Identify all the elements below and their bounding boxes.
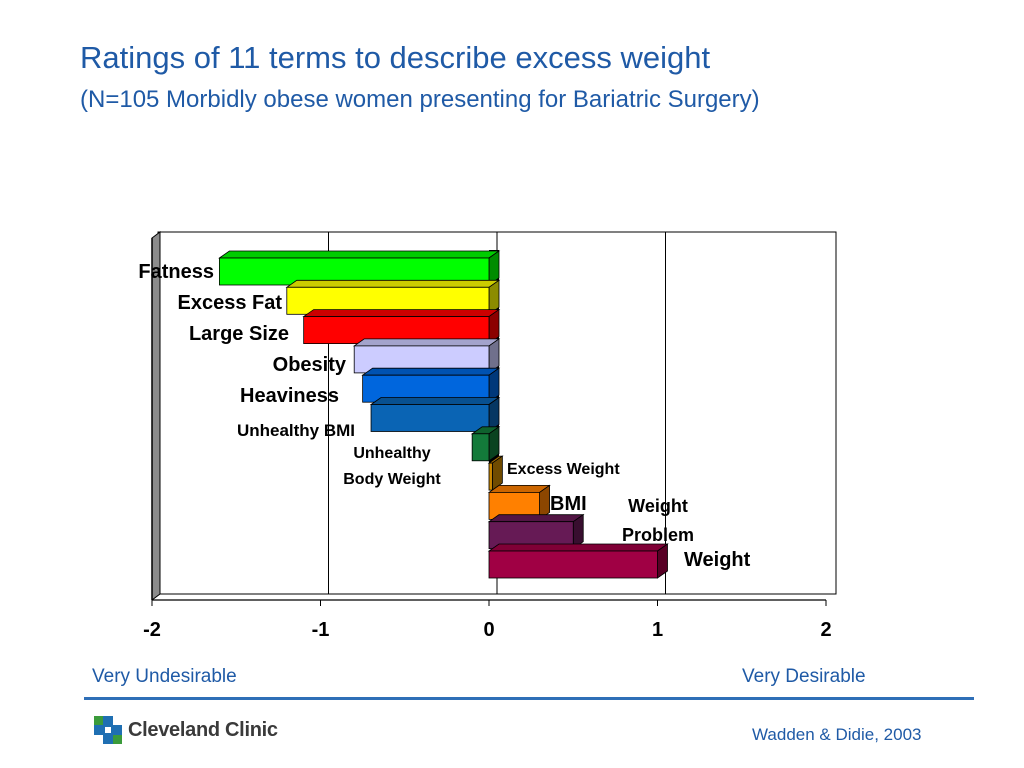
bar-label: Unhealthy <box>353 445 430 462</box>
bar-top <box>487 514 585 523</box>
bar-top <box>302 309 501 318</box>
cleveland-clinic-logo: Cleveland Clinic <box>94 716 278 744</box>
bar-top <box>352 338 501 347</box>
bar-top <box>285 279 501 288</box>
bar <box>370 404 490 432</box>
bar <box>488 550 658 579</box>
bar-label: Obesity <box>273 354 347 376</box>
axis-caption-desirable: Very Desirable <box>742 666 866 687</box>
bar-label: Fatness <box>138 261 214 283</box>
x-tick-label: 2 <box>820 619 831 641</box>
chart-title: Ratings of 11 terms to describe excess w… <box>80 40 711 75</box>
bar-label: Heaviness <box>240 385 339 407</box>
bar-label: Large Size <box>189 323 289 345</box>
x-tick-label: -2 <box>143 619 161 641</box>
bar-label: Excess Weight <box>507 461 620 478</box>
axis-caption-undesirable: Very Undesirable <box>92 666 237 687</box>
bar-top <box>369 397 501 405</box>
chart-subtitle: (N=105 Morbidly obese women presenting f… <box>80 86 760 113</box>
logo-text: Cleveland Clinic <box>128 718 278 741</box>
clinic-cross-icon <box>94 716 122 744</box>
x-tick-label: -1 <box>312 619 330 641</box>
footer-divider <box>84 697 974 700</box>
bar-label: Weight <box>628 496 688 516</box>
bar-label: Weight <box>684 549 751 571</box>
left-wall <box>151 231 161 601</box>
x-tick-label: 1 <box>652 619 663 641</box>
bar-label: Excess Fat <box>177 292 282 314</box>
bar-label: BMI <box>550 493 587 515</box>
bar-label: Problem <box>622 525 694 545</box>
bar <box>471 433 490 462</box>
bar-label: Unhealthy BMI <box>237 421 355 440</box>
bar-top <box>218 250 501 259</box>
bar-label: Body Weight <box>343 471 441 488</box>
bar <box>488 462 493 491</box>
x-tick-label: 0 <box>483 619 494 641</box>
bar-top <box>361 367 501 376</box>
citation: Wadden & Didie, 2003 <box>752 725 922 744</box>
bar-top <box>487 543 669 552</box>
